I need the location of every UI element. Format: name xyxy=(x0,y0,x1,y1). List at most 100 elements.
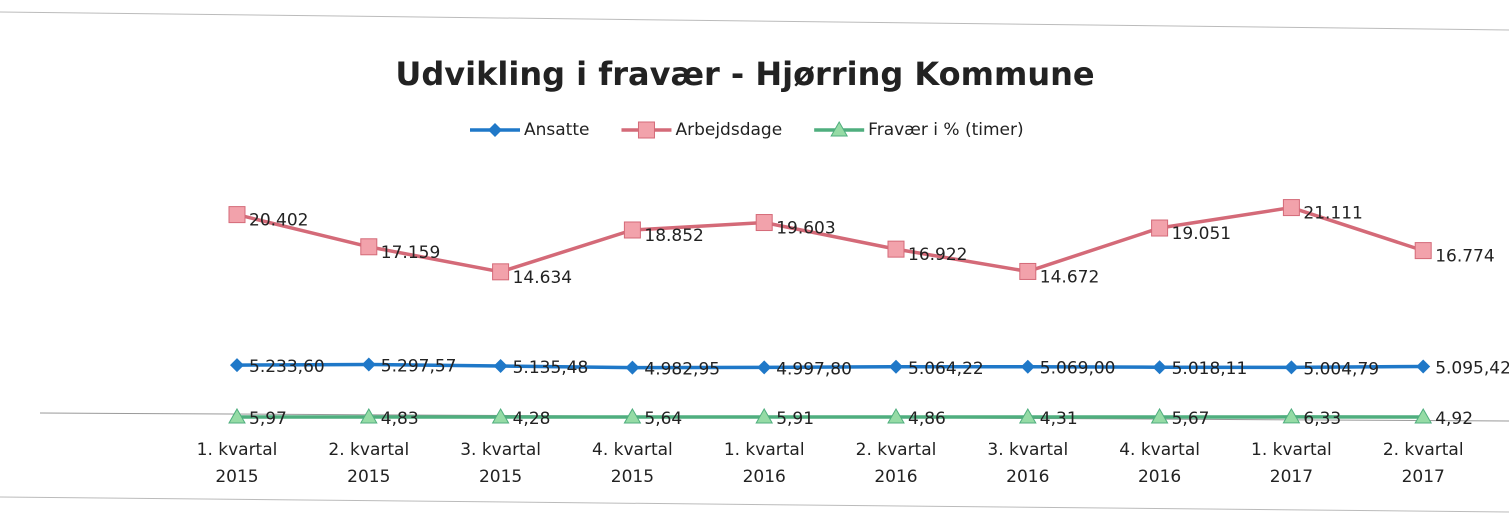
data-label: 16.774 xyxy=(1435,247,1494,267)
legend-label: Ansatte xyxy=(524,120,589,140)
marker xyxy=(493,359,508,374)
marker xyxy=(228,206,246,224)
legend-marker xyxy=(637,121,655,139)
data-label: 14.672 xyxy=(1040,267,1099,287)
x-tick-line: 2016 xyxy=(874,467,917,487)
data-label: 5,64 xyxy=(644,409,682,429)
marker xyxy=(1282,407,1301,424)
x-tick-line: 1. kvartal xyxy=(197,440,278,460)
x-tick-line: 2015 xyxy=(479,467,522,487)
marker xyxy=(1416,359,1431,374)
marker xyxy=(1414,407,1433,424)
marker xyxy=(361,357,376,372)
data-label: 5,91 xyxy=(776,409,814,429)
x-tick-line: 2017 xyxy=(1402,467,1445,487)
data-label: 4.982,95 xyxy=(644,360,720,380)
x-tick-line: 3. kvartal xyxy=(460,440,541,460)
x-tick-line: 4. kvartal xyxy=(1119,440,1200,460)
marker xyxy=(887,240,905,258)
marker xyxy=(887,407,905,424)
frame-top xyxy=(0,11,1509,31)
data-label: 4,86 xyxy=(908,409,946,429)
x-tick-line: 2. kvartal xyxy=(856,440,937,460)
x-tick-line: 4. kvartal xyxy=(592,440,673,460)
x-tick-line: 2017 xyxy=(1270,467,1313,487)
marker xyxy=(1019,262,1037,280)
data-label: 5.064,22 xyxy=(908,359,984,379)
x-tick-label: 1. kvartal 2015 xyxy=(197,440,278,487)
x-tick-label: 3. kvartal 2015 xyxy=(460,440,541,487)
marker xyxy=(625,360,640,375)
data-label: 21.111 xyxy=(1303,204,1362,224)
marker xyxy=(1150,407,1169,424)
x-tick-line: 2. kvartal xyxy=(328,440,409,460)
data-label: 14.634 xyxy=(513,268,572,288)
x-tick-line: 1. kvartal xyxy=(724,440,805,460)
marker xyxy=(1414,242,1432,260)
data-label: 4,83 xyxy=(381,409,419,429)
marker xyxy=(755,407,774,424)
x-tick-line: 1. kvartal xyxy=(1251,440,1332,460)
data-label: 5,97 xyxy=(249,409,287,429)
legend-label: Arbejdsdage xyxy=(675,120,782,140)
x-tick-label: 1. kvartal 2016 xyxy=(724,440,805,487)
x-tick-line: 2015 xyxy=(347,467,390,487)
series-line xyxy=(236,205,1424,274)
x-tick-label: 2. kvartal 2017 xyxy=(1383,440,1464,487)
data-label: 4.997,80 xyxy=(776,359,852,379)
x-tick-line: 2016 xyxy=(1006,467,1049,487)
marker xyxy=(360,238,378,256)
marker xyxy=(623,221,641,239)
marker xyxy=(1020,359,1035,374)
x-tick-line: 2015 xyxy=(215,467,258,487)
legend-marker xyxy=(488,123,502,137)
x-tick-line: 2. kvartal xyxy=(1383,440,1464,460)
data-label: 19.051 xyxy=(1172,224,1231,244)
marker xyxy=(230,358,244,373)
data-label: 5.297,57 xyxy=(381,356,457,376)
marker xyxy=(1151,219,1169,237)
x-tick-label: 3. kvartal 2016 xyxy=(987,440,1068,487)
data-label: 5.004,79 xyxy=(1303,359,1379,379)
data-label: 5.069,00 xyxy=(1040,359,1116,379)
data-label: 5.095,42 xyxy=(1435,358,1509,378)
chart-title: Udvikling i fravær - Hjørring Kommune xyxy=(395,55,1094,93)
data-label: 4,31 xyxy=(1040,409,1078,429)
marker xyxy=(359,407,378,424)
data-label: 18.852 xyxy=(644,226,703,246)
x-tick-line: 3. kvartal xyxy=(987,440,1068,460)
data-label: 5,67 xyxy=(1172,409,1210,429)
series-line xyxy=(236,362,1424,370)
x-tick-line: 2015 xyxy=(611,467,654,487)
data-label: 16.922 xyxy=(908,245,967,265)
frame-bottom xyxy=(0,496,1509,513)
data-label: 5.135,48 xyxy=(513,358,589,378)
marker xyxy=(228,407,246,424)
x-tick-label: 4. kvartal 2015 xyxy=(592,440,673,487)
x-tick-label: 1. kvartal 2017 xyxy=(1251,440,1332,487)
data-label: 5.233,60 xyxy=(249,357,325,377)
marker xyxy=(1282,199,1300,217)
x-tick-label: 4. kvartal 2016 xyxy=(1119,440,1200,487)
data-label: 5.018,11 xyxy=(1172,359,1248,379)
data-label: 20.402 xyxy=(249,211,308,231)
marker xyxy=(889,359,903,374)
marker xyxy=(491,407,510,424)
marker xyxy=(1152,360,1167,375)
data-label: 17.159 xyxy=(381,243,440,263)
x-tick-label: 2. kvartal 2016 xyxy=(856,440,937,487)
marker xyxy=(757,360,772,375)
data-label: 4,28 xyxy=(513,409,551,429)
x-tick-line: 2016 xyxy=(1138,467,1181,487)
x-tick-label: 2. kvartal 2015 xyxy=(328,440,409,487)
x-tick-line: 2016 xyxy=(743,467,786,487)
legend-marker xyxy=(830,120,849,137)
marker xyxy=(1018,407,1037,424)
marker xyxy=(492,263,510,281)
marker xyxy=(623,407,642,424)
marker xyxy=(755,214,773,232)
data-label: 4,92 xyxy=(1435,409,1473,429)
data-label: 19.603 xyxy=(776,219,835,239)
